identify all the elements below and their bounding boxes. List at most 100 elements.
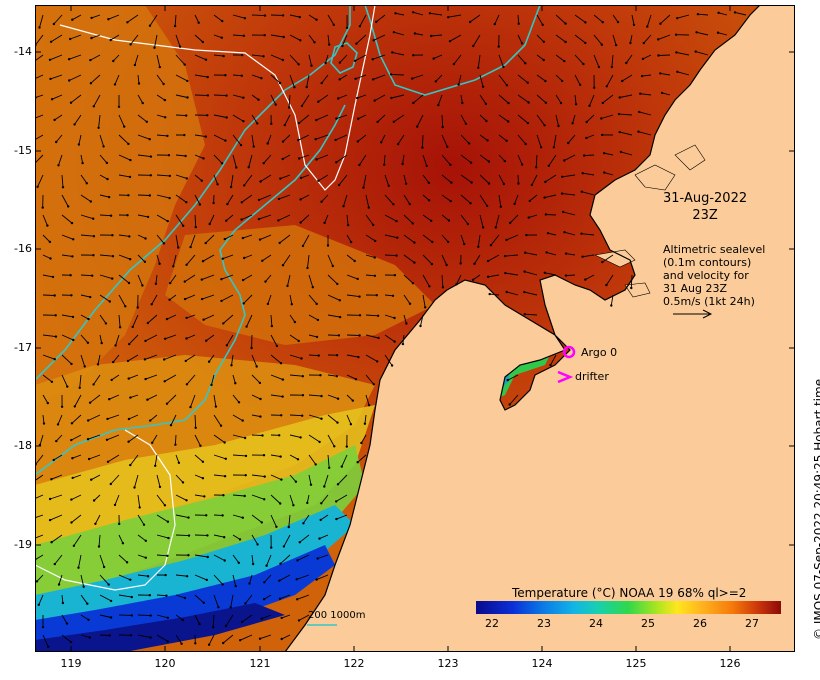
velocity-vector-head xyxy=(259,415,262,418)
velocity-vector-head xyxy=(257,98,260,101)
velocity-vector-head xyxy=(106,177,109,181)
velocity-vector-head xyxy=(154,464,157,467)
velocity-vector-head xyxy=(262,598,266,601)
velocity-vector-head xyxy=(109,38,112,42)
velocity-vector-head xyxy=(141,284,144,287)
velocity-vector xyxy=(676,51,690,56)
velocity-vector-head xyxy=(610,65,614,69)
velocity-vector xyxy=(251,74,262,79)
velocity-vector xyxy=(114,494,120,506)
velocity-vector xyxy=(35,494,44,499)
velocity-vector xyxy=(258,214,272,220)
velocity-vector xyxy=(528,214,538,219)
velocity-vector xyxy=(270,54,284,61)
velocity-vector-head xyxy=(341,44,344,48)
velocity-vector xyxy=(61,614,68,624)
velocity-vector xyxy=(203,314,215,321)
velocity-vector xyxy=(156,254,161,264)
velocity-vector-head xyxy=(222,494,225,497)
velocity-vector-head xyxy=(105,438,109,441)
velocity-vector xyxy=(374,94,386,101)
velocity-vector-head xyxy=(168,196,171,200)
velocity-vector-head xyxy=(581,255,584,258)
velocity-vector-head xyxy=(91,274,94,277)
velocity-vector xyxy=(156,214,168,222)
velocity-vector xyxy=(232,394,240,403)
velocity-vector xyxy=(460,194,471,204)
velocity-vector xyxy=(566,253,576,256)
velocity-vector-head xyxy=(237,561,240,564)
velocity-vector-head xyxy=(150,303,153,306)
velocity-vector xyxy=(42,634,49,647)
velocity-vector-head xyxy=(317,100,320,103)
velocity-vector xyxy=(373,34,386,41)
velocity-vector-head xyxy=(279,502,282,505)
velocity-vector-head xyxy=(630,286,633,290)
velocity-vector xyxy=(460,214,469,225)
velocity-vector-head xyxy=(297,339,300,343)
velocity-vector-head xyxy=(380,141,383,144)
velocity-vector-head xyxy=(185,575,189,578)
velocity-vector-head xyxy=(660,91,664,95)
velocity-vector xyxy=(194,214,197,228)
velocity-vector xyxy=(358,114,367,120)
velocity-vector xyxy=(39,14,44,28)
velocity-vector-head xyxy=(200,297,204,301)
velocity-vector-head xyxy=(166,520,170,523)
velocity-vector-head xyxy=(90,478,93,481)
velocity-vector xyxy=(488,274,500,278)
velocity-vector-head xyxy=(507,120,510,123)
velocity-vector-head xyxy=(225,116,228,119)
velocity-vector-head xyxy=(92,235,96,238)
velocity-vector-head xyxy=(47,645,50,648)
velocity-vector xyxy=(213,554,225,561)
drifter-label: drifter xyxy=(575,370,609,383)
velocity-vector-head xyxy=(183,63,186,66)
velocity-vector xyxy=(151,434,158,444)
velocity-vector xyxy=(297,594,310,600)
velocity-vector xyxy=(660,72,671,76)
velocity-vector xyxy=(72,14,82,21)
velocity-vector xyxy=(639,111,652,116)
velocity-vector-head xyxy=(224,624,228,628)
velocity-vector xyxy=(437,94,443,106)
velocity-vector-head xyxy=(107,18,110,21)
velocity-vector-head xyxy=(619,150,623,154)
velocity-vector-head xyxy=(716,31,720,34)
velocity-vector xyxy=(61,374,68,387)
velocity-vector-head xyxy=(89,200,92,203)
velocity-vector xyxy=(170,414,177,426)
velocity-vector-head xyxy=(128,342,131,346)
velocity-vector xyxy=(384,254,397,257)
velocity-vector-head xyxy=(229,185,233,189)
velocity-vector xyxy=(249,574,253,584)
velocity-vector-head xyxy=(260,617,263,620)
velocity-vector xyxy=(184,294,196,300)
velocity-vector xyxy=(270,94,277,105)
velocity-vector-head xyxy=(563,159,566,162)
velocity-vector xyxy=(194,174,203,182)
velocity-vector-head xyxy=(488,292,491,296)
velocity-vector xyxy=(448,14,462,18)
velocity-vector-head xyxy=(372,39,375,42)
velocity-vector-head xyxy=(162,242,166,245)
velocity-vector xyxy=(175,154,186,157)
velocity-vector-head xyxy=(584,21,587,24)
map-border xyxy=(35,5,795,652)
velocity-vector-head xyxy=(290,303,293,306)
velocity-vector-head xyxy=(584,278,587,281)
velocity-vector-head xyxy=(72,338,75,342)
velocity-vector-head xyxy=(275,525,278,528)
velocity-vector xyxy=(201,274,215,281)
velocity-vector-head xyxy=(198,622,201,626)
velocity-vector xyxy=(194,54,207,61)
velocity-vector xyxy=(574,74,581,86)
velocity-vector-head xyxy=(600,43,604,46)
velocity-vector-head xyxy=(126,21,129,24)
velocity-vector xyxy=(420,314,424,327)
velocity-vector xyxy=(263,574,272,583)
velocity-vector xyxy=(391,94,405,99)
velocity-vector-head xyxy=(56,423,60,426)
velocity-vector xyxy=(308,454,317,465)
velocity-vector-head xyxy=(446,145,449,148)
